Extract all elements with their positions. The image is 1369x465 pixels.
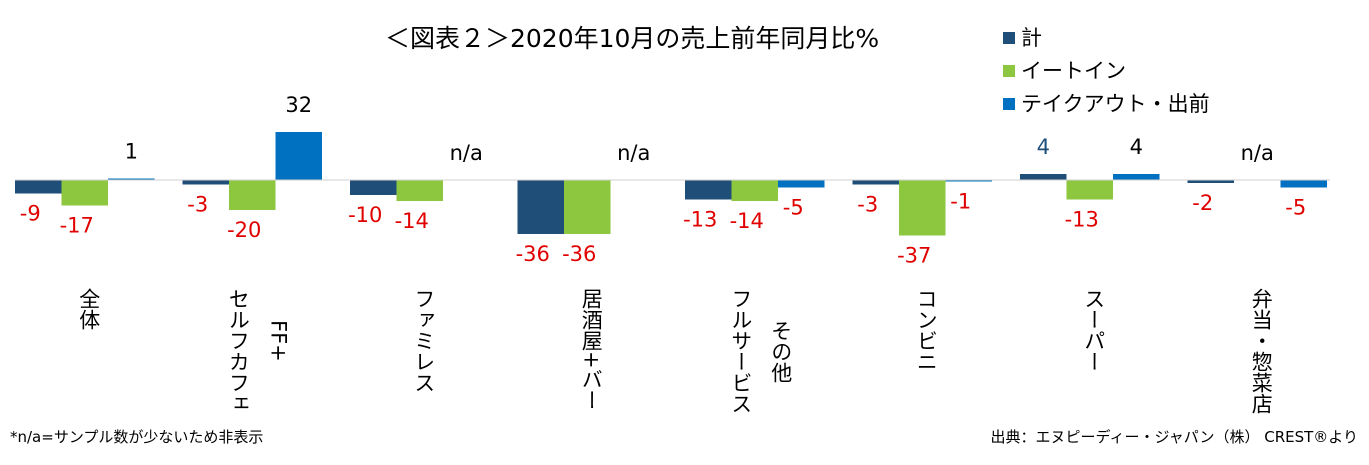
bar-1-6 [852, 180, 899, 185]
data-label: 1 [125, 140, 138, 164]
data-label: -5 [1285, 196, 1306, 220]
category-label-5: フルサービス [729, 288, 753, 414]
category-label-2: FF+ [266, 320, 290, 362]
bar-1-1 [15, 180, 62, 194]
bar-3-7 [1113, 174, 1160, 180]
bar-1-8 [1187, 180, 1234, 183]
data-label: -9 [20, 202, 41, 226]
bar-3-1 [108, 178, 155, 180]
data-label: -10 [348, 203, 382, 227]
data-label: -1 [950, 190, 971, 214]
data-label: -13 [1065, 208, 1099, 232]
legend-label-3: テイクアウト・出前 [1021, 92, 1210, 116]
category-labels: 全体 セルフカフェ FF+ ファミレス 居酒屋+バー フルサービス その他 コンビニ スーパー 弁… [77, 288, 1274, 414]
data-label: 4 [1130, 135, 1143, 159]
data-label: -14 [730, 209, 764, 233]
category-label-2: セルフカフェ [226, 288, 250, 414]
bar-1-7 [1020, 174, 1067, 180]
bar-3-2 [275, 132, 322, 180]
category-label-5: その他 [769, 320, 793, 383]
category-label-8: 弁当・惣菜店 [1249, 288, 1273, 414]
data-label: 4 [1037, 135, 1050, 159]
legend-label-2: イートイン [1021, 59, 1126, 83]
na-label: n/a [450, 141, 483, 165]
legend-swatch-2 [1003, 65, 1015, 77]
data-label: -2 [1192, 191, 1213, 215]
bar-1-5 [685, 180, 732, 200]
bar-2-7 [1066, 180, 1113, 200]
data-label: -37 [897, 244, 931, 268]
category-label-4: 居酒屋+バー [579, 288, 603, 411]
data-label: -14 [395, 209, 429, 233]
category-label-6: コンビニ [914, 288, 938, 372]
source-note: 出典：エヌピーディー・ジャパン（株） CREST®より [991, 428, 1358, 446]
bar-2-2 [229, 180, 276, 210]
bar-2-5 [731, 180, 778, 201]
data-label: 32 [285, 93, 312, 117]
bars [15, 132, 1327, 236]
footnote: *n/a=サンプル数が少ないため非表示 [10, 428, 263, 446]
legend-label-1: 計 [1021, 26, 1042, 50]
data-label: -5 [783, 196, 804, 220]
category-label-3: ファミレス [412, 288, 436, 393]
bar-2-3 [396, 180, 443, 201]
bar-3-5 [778, 180, 825, 188]
bar-2-4 [564, 180, 611, 234]
category-label-1: 全体 [77, 288, 101, 330]
data-label: -36 [516, 242, 550, 266]
data-label: -17 [60, 214, 94, 238]
bar-2-1 [61, 180, 108, 206]
chart-title: ＜図表２＞2020年10月の売上前年同月比% [385, 24, 879, 53]
data-label: -13 [683, 208, 717, 232]
bar-1-2 [182, 180, 229, 185]
bar-3-8 [1280, 180, 1327, 188]
legend-swatch-1 [1003, 32, 1015, 44]
bar-3-6 [945, 180, 992, 182]
na-label: n/a [617, 141, 650, 165]
category-label-7: スーパー [1082, 288, 1106, 372]
data-label: -3 [187, 193, 208, 217]
bar-1-4 [517, 180, 564, 234]
data-label: -36 [562, 242, 596, 266]
legend-swatch-3 [1003, 98, 1015, 110]
data-label: -20 [227, 218, 261, 242]
data-label: -3 [857, 193, 878, 217]
na-label: n/a [1241, 141, 1274, 165]
bar-1-3 [350, 180, 397, 195]
bar-2-6 [899, 180, 946, 236]
